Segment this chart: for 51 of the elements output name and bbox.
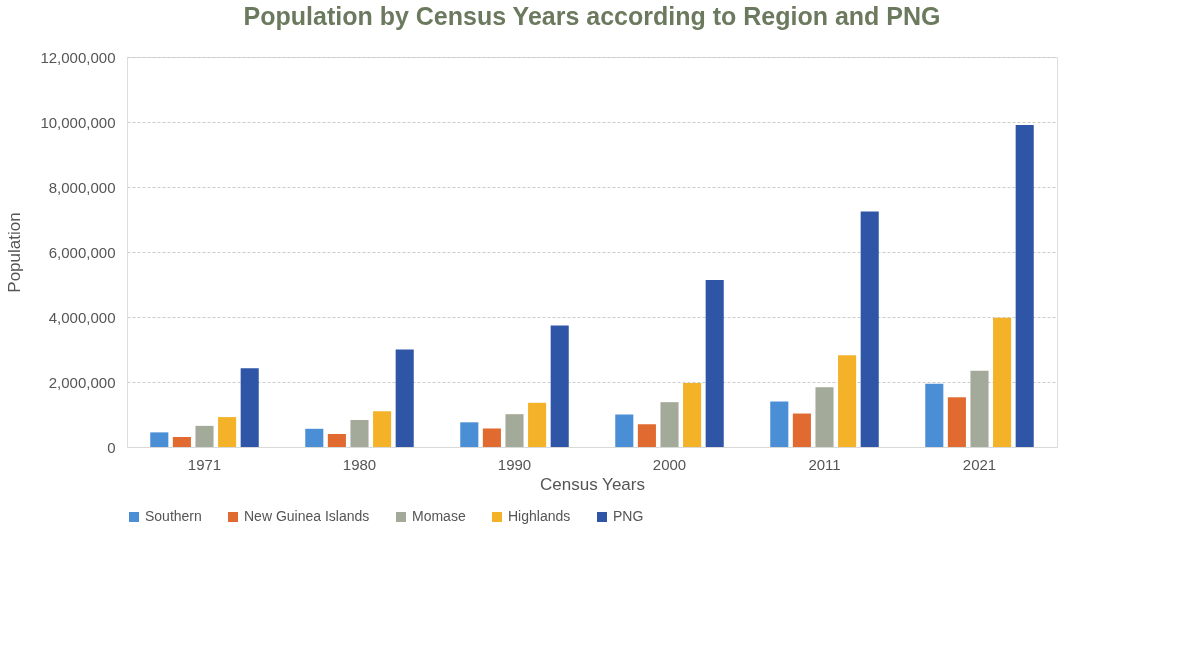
y-tick-label: 6,000,000 xyxy=(48,243,116,261)
bar xyxy=(305,428,324,447)
legend-label: Highlands xyxy=(508,508,571,524)
bar xyxy=(815,387,834,447)
legend-label: Southern xyxy=(145,508,202,524)
bar xyxy=(705,279,724,447)
x-tick-label: 1990 xyxy=(497,455,532,473)
bar xyxy=(947,397,966,447)
x-tick-label: 1980 xyxy=(342,455,377,473)
x-axis-title: Census Years xyxy=(540,474,645,494)
bar xyxy=(550,325,569,447)
y-tick-label: 8,000,000 xyxy=(48,178,116,196)
bar xyxy=(240,368,259,447)
bar xyxy=(528,402,547,447)
bar xyxy=(172,436,191,447)
bar xyxy=(970,370,989,447)
x-tick-label: 1971 xyxy=(187,455,222,473)
bar xyxy=(838,355,857,447)
bar xyxy=(993,317,1012,447)
bar xyxy=(615,414,634,447)
legend-label: Momase xyxy=(412,508,466,524)
x-tick-label: 2011 xyxy=(808,455,841,473)
bar xyxy=(195,425,214,447)
x-tick-label: 2021 xyxy=(962,455,997,473)
bar xyxy=(373,411,392,447)
bar xyxy=(660,402,679,447)
y-tick-label: 12,000,000 xyxy=(40,48,116,66)
bar xyxy=(792,413,811,447)
bar xyxy=(395,349,414,447)
legend-label: PNG xyxy=(613,508,644,524)
bar xyxy=(350,420,369,447)
y-tick-label: 2,000,000 xyxy=(48,373,116,391)
legend-label: New Guinea Islands xyxy=(244,508,370,524)
bar xyxy=(150,432,169,447)
y-tick-label: 10,000,000 xyxy=(40,113,116,131)
bar xyxy=(505,414,524,447)
bar xyxy=(460,422,479,447)
bar xyxy=(1015,124,1034,447)
bar xyxy=(770,401,789,447)
bar xyxy=(683,382,702,447)
bar xyxy=(860,211,879,447)
bar xyxy=(482,428,501,447)
bar xyxy=(637,424,656,447)
chart-title: Population by Census Years according to Region and PNG xyxy=(243,2,941,30)
bar xyxy=(327,434,346,447)
y-axis-title: Population xyxy=(5,212,25,293)
y-tick-label: 0 xyxy=(107,438,116,456)
x-tick-label: 2000 xyxy=(652,455,687,473)
bar xyxy=(218,417,237,447)
bar xyxy=(925,383,944,447)
y-tick-label: 4,000,000 xyxy=(48,308,116,326)
